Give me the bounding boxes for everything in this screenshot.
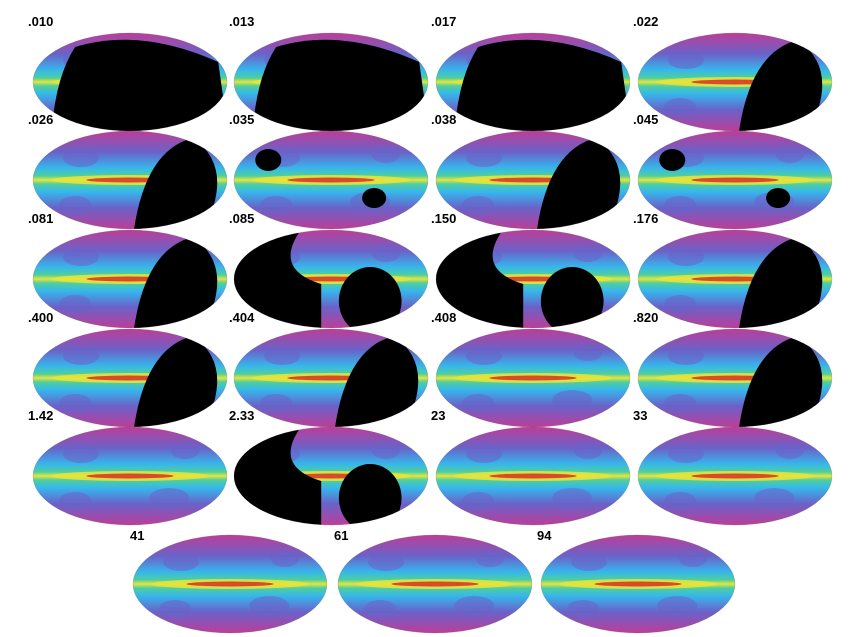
frequency-label: 1.42: [28, 408, 54, 423]
all-sky-map: [233, 229, 429, 329]
all-sky-map: [233, 130, 429, 230]
frequency-label: .820: [633, 310, 659, 325]
all-sky-map: [435, 130, 631, 230]
all-sky-map: [32, 328, 228, 428]
frequency-label: .022: [633, 14, 659, 29]
frequency-label: 61: [334, 528, 349, 543]
all-sky-map: [337, 534, 533, 634]
frequency-label: .010: [28, 14, 54, 29]
all-sky-map: [540, 534, 736, 634]
all-sky-map: [32, 32, 228, 132]
all-sky-map: [435, 229, 631, 329]
all-sky-map: [637, 229, 833, 329]
all-sky-map: [32, 229, 228, 329]
frequency-label: .150: [431, 211, 457, 226]
all-sky-map: [435, 328, 631, 428]
all-sky-map: [233, 426, 429, 526]
all-sky-map: [637, 426, 833, 526]
frequency-label: 33: [633, 408, 648, 423]
all-sky-map: [233, 32, 429, 132]
frequency-label: .081: [28, 211, 54, 226]
frequency-label: .026: [28, 112, 54, 127]
all-sky-map: [435, 426, 631, 526]
all-sky-map: [435, 32, 631, 132]
all-sky-map: [637, 32, 833, 132]
frequency-label: .408: [431, 310, 457, 325]
all-sky-map: [637, 328, 833, 428]
frequency-label: .045: [633, 112, 659, 127]
all-sky-map: [637, 130, 833, 230]
frequency-label: .017: [431, 14, 457, 29]
frequency-label: .035: [229, 112, 255, 127]
frequency-label: .013: [229, 14, 255, 29]
all-sky-map: [32, 130, 228, 230]
all-sky-map: [32, 426, 228, 526]
all-sky-map: [233, 328, 429, 428]
frequency-label: 41: [130, 528, 145, 543]
frequency-label: .404: [229, 310, 255, 325]
frequency-label: .176: [633, 211, 659, 226]
frequency-label: .400: [28, 310, 54, 325]
frequency-label: 23: [431, 408, 446, 423]
frequency-label: .085: [229, 211, 255, 226]
frequency-label: 94: [537, 528, 552, 543]
all-sky-map: [132, 534, 328, 634]
frequency-label: .038: [431, 112, 457, 127]
frequency-label: 2.33: [229, 408, 255, 423]
